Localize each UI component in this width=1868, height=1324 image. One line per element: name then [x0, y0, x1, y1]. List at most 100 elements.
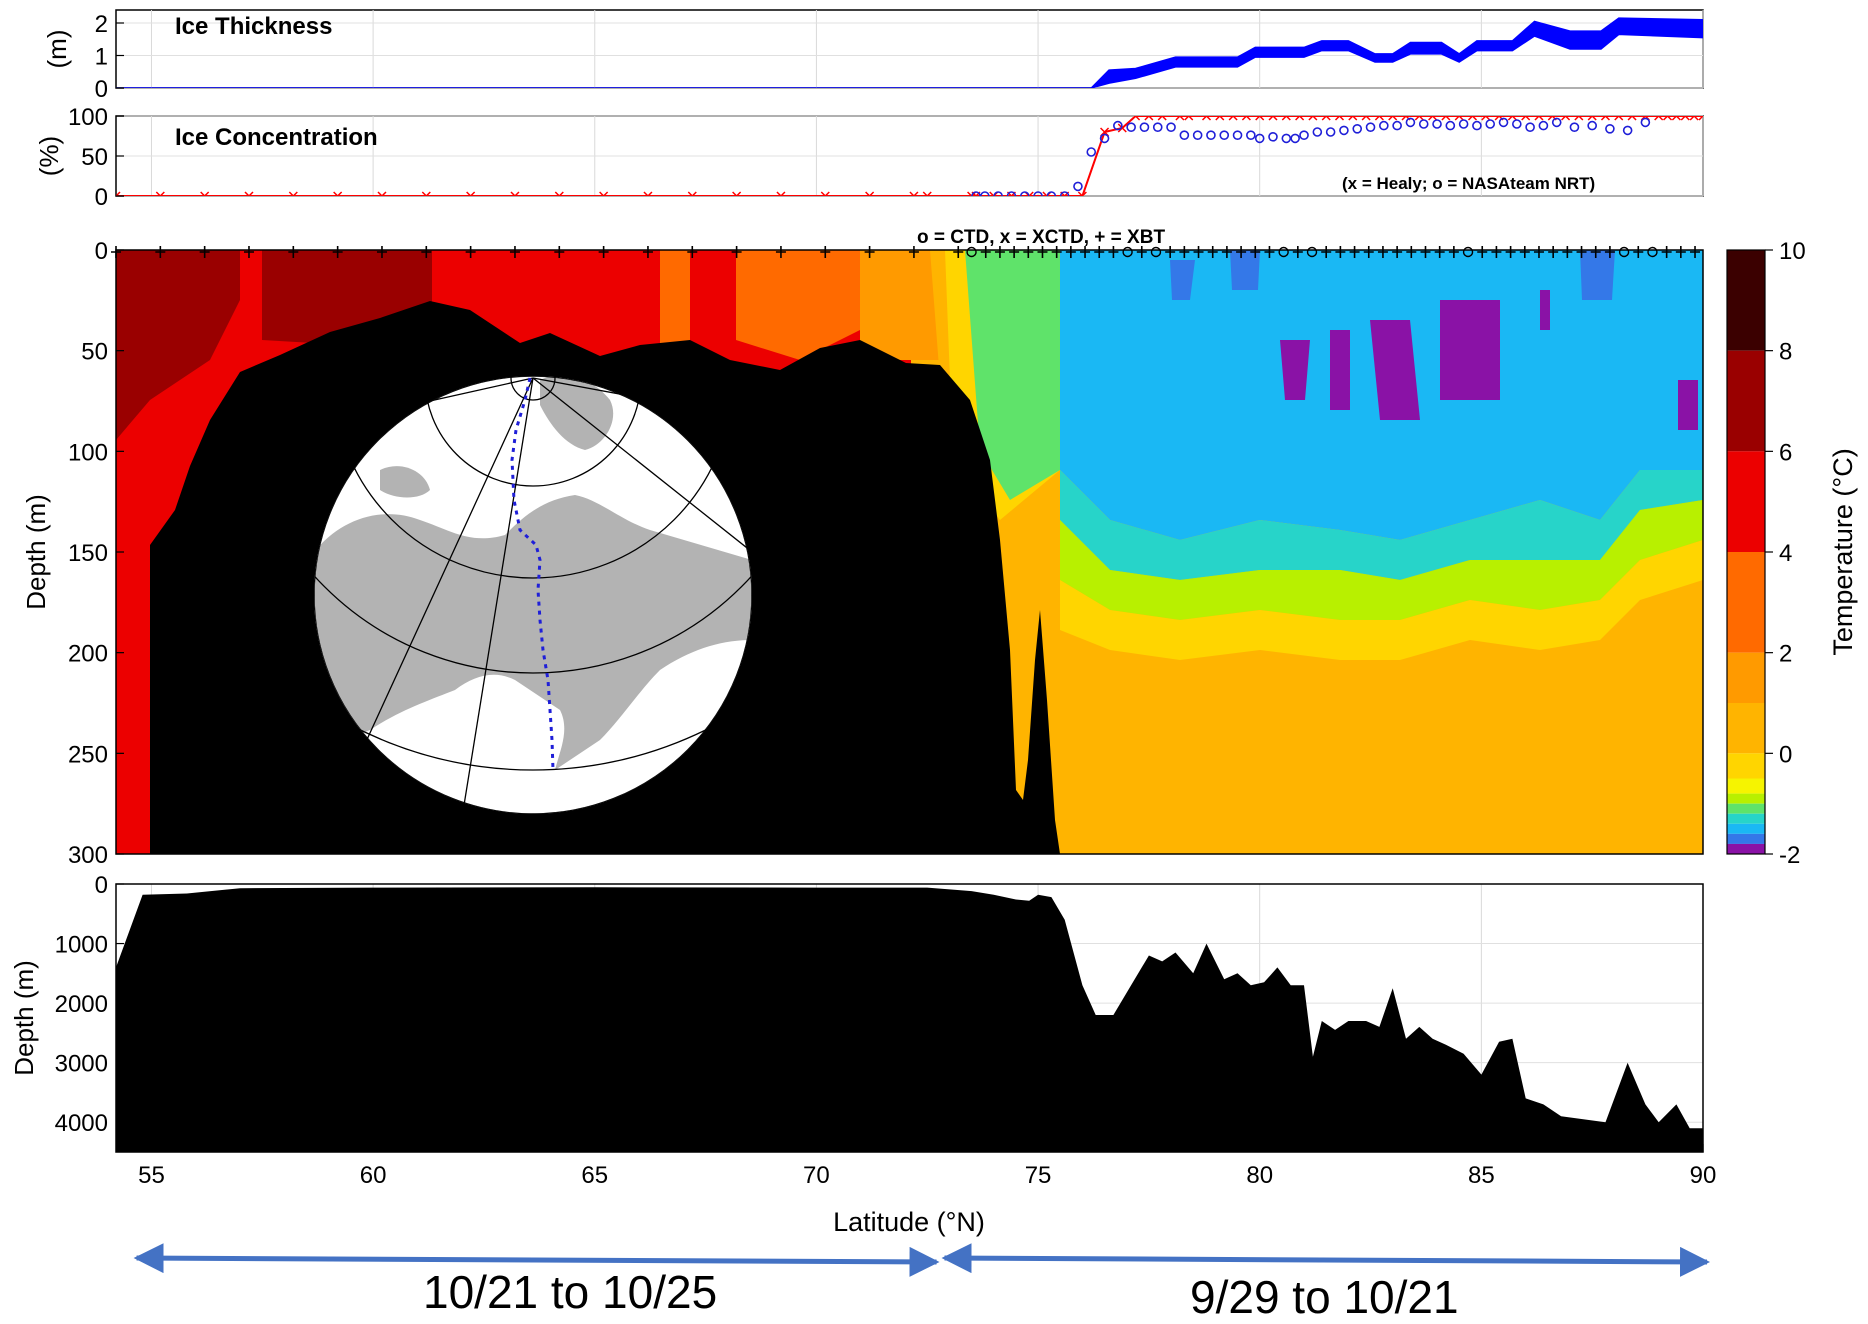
cast-marker	[376, 246, 387, 258]
date-range-arrows	[133, 1243, 1710, 1277]
nasateam-o-point	[1019, 191, 1030, 196]
healy-x-point	[1467, 116, 1478, 121]
ytick-label: 4000	[55, 1110, 108, 1137]
nasateam-o-point	[1099, 133, 1110, 144]
colorbar-band	[1727, 552, 1765, 653]
nasateam-o-point	[1418, 119, 1429, 129]
healy-x-point	[1042, 191, 1052, 196]
healy-x-point	[1521, 116, 1531, 121]
cast-marker	[820, 246, 831, 258]
nasateam-o-point	[1538, 120, 1549, 131]
healy-x-point	[1144, 116, 1154, 121]
nasateam-o-point	[1059, 191, 1070, 196]
cast-marker	[465, 246, 476, 258]
cast-marker	[966, 246, 977, 258]
healy-x-point	[1215, 116, 1225, 121]
cast-marker	[1448, 246, 1459, 258]
colorbar-band	[1727, 753, 1765, 779]
nasateam-o-point	[1325, 127, 1336, 137]
cast-marker	[1690, 246, 1701, 258]
healy-x-point	[333, 191, 343, 196]
nasateam-o-point	[1551, 117, 1562, 128]
nasateam-o-point	[1622, 125, 1633, 136]
cast-marker	[155, 246, 166, 258]
healy-x-point	[1241, 116, 1251, 121]
xtick-label: 70	[803, 1162, 830, 1189]
nasateam-o-point	[1299, 130, 1309, 140]
inset-map	[314, 376, 752, 814]
bathymetry-panel: 0 1000 2000 3000 4000 55 60 65 70 75 80 85 90 Depth…	[9, 872, 1716, 1237]
temperature-colorbar: 10 8 6 4 2 0 -2 Temperature (°C)	[1726, 238, 1858, 869]
healy-x-point	[1228, 116, 1238, 121]
cast-marker	[421, 246, 432, 258]
ice-concentration-ylabel: (%)	[34, 136, 64, 176]
nasateam-o-point	[1281, 133, 1292, 144]
healy-x-point	[989, 191, 999, 196]
nasateam-o-point	[1268, 132, 1278, 142]
colorbar-band	[1727, 652, 1765, 703]
colorbar-band	[1727, 703, 1765, 754]
healy-x-point	[1654, 116, 1664, 121]
healy-x-point	[1077, 191, 1087, 196]
ice-concentration-legend-note: (x = Healy; o = NASAteam NRT)	[1342, 174, 1595, 193]
ytick-label: 250	[68, 741, 108, 768]
xtick-label: 80	[1246, 1162, 1273, 1189]
healy-x-point	[1334, 116, 1345, 121]
healy-x-point	[1561, 116, 1571, 121]
colorbar-tick-label: -2	[1779, 842, 1800, 869]
healy-x-point	[1175, 116, 1185, 121]
nasateam-o-point	[1365, 122, 1376, 132]
nasateam-o-point	[1006, 191, 1017, 196]
ytick-label: 100	[68, 439, 108, 466]
nasateam-o-point	[1640, 117, 1651, 128]
nasateam-o-point	[1432, 119, 1442, 129]
nasateam-o-point	[1352, 124, 1363, 134]
cast-marker	[1633, 246, 1644, 258]
cast-marker	[1193, 246, 1204, 258]
colorbar-band	[1727, 823, 1765, 834]
cast-marker	[1108, 246, 1119, 258]
nasateam-o-point	[1498, 117, 1509, 128]
cast-marker	[1604, 246, 1615, 258]
nasateam-o-point	[1339, 125, 1349, 136]
healy-x-point	[687, 191, 697, 196]
healy-x-point	[1587, 116, 1597, 121]
cast-marker	[1377, 246, 1388, 258]
nasateam-o-point	[993, 191, 1003, 196]
nasateam-o-point	[1605, 124, 1615, 134]
ytick-label: 1	[95, 44, 108, 71]
cast-marker	[953, 246, 964, 258]
nasateam-o-point	[1525, 122, 1535, 132]
healy-x-point	[1698, 116, 1703, 121]
date-range-label-2: 9/29 to 10/21	[1190, 1271, 1459, 1323]
cast-marker	[1406, 246, 1417, 258]
nasateam-o-point	[1392, 120, 1402, 131]
ice-thickness-panel: 0 1 2 Ice Thickness (m)	[42, 9, 1704, 103]
cast-marker	[1477, 246, 1488, 258]
ice-thickness-title: Ice Thickness	[175, 13, 332, 40]
nasateam-o-point	[1046, 191, 1057, 196]
ytick-label: 0	[95, 184, 108, 211]
ytick-label: 100	[68, 104, 108, 131]
cast-marker	[1647, 246, 1658, 258]
healy-x-point	[1481, 116, 1491, 121]
ice-thickness-ylabel: (m)	[42, 30, 72, 69]
healy-x-point	[922, 191, 932, 196]
nasateam-o-point	[1126, 122, 1136, 132]
nasateam-o-point	[1139, 122, 1150, 132]
colorbar-tick-label: 6	[1779, 439, 1792, 466]
xtick-label: 90	[1690, 1162, 1717, 1189]
date-range-arrow	[941, 1243, 1710, 1277]
nasateam-o-point	[1445, 120, 1456, 131]
cast-marker	[1122, 246, 1133, 258]
ytick-label: 300	[68, 842, 108, 869]
healy-x-point	[1428, 116, 1438, 121]
nasateam-o-point	[1405, 117, 1416, 128]
nasateam-o-point	[1033, 191, 1043, 196]
cast-marker	[1037, 246, 1048, 258]
cast-marker	[687, 246, 698, 258]
cast-marker	[1236, 246, 1247, 258]
healy-x-point	[554, 191, 564, 196]
ytick-label: 50	[81, 339, 108, 366]
nasateam-o-point	[1152, 122, 1163, 132]
